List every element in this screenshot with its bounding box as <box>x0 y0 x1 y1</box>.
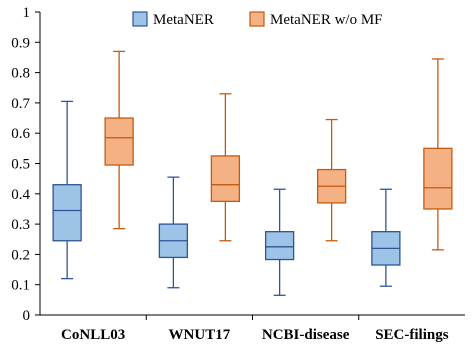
legend-label: MetaNER w/o MF <box>270 12 383 28</box>
y-tick-label: 0.2 <box>11 247 30 263</box>
y-tick-label: 0.5 <box>11 157 30 173</box>
y-tick-label: 0.1 <box>11 278 30 294</box>
legend-label: MetaNER <box>153 12 214 28</box>
box-ncbi-disease-metaner-wo-mf <box>316 118 347 242</box>
box-wnut17-metaner <box>158 176 189 289</box>
legend-swatch <box>249 11 265 27</box>
legend-item-metaner: MetaNER <box>132 11 214 28</box>
axes: 0 0.1 0.2 0.3 0.4 0.5 0.6 0.7 0.8 0.9 1 CoNLL03 WNU… <box>11 5 465 343</box>
y-ticks: 0 0.1 0.2 0.3 0.4 0.5 0.6 0.7 0.8 0.9 1 <box>11 5 40 324</box>
box-sec-filings-metaner <box>371 188 401 287</box>
box-iqr <box>264 231 295 261</box>
x-ticks: CoNLL03 WNUT17 NCBI-disease SEC-filings <box>61 315 449 343</box>
box-iqr <box>52 184 82 242</box>
y-tick-label: 0.3 <box>11 217 30 233</box>
legend: MetaNER MetaNER w/o MF <box>132 11 383 28</box>
y-tick-label: 0.4 <box>11 187 30 203</box>
box-iqr <box>104 117 134 166</box>
box-ncbi-disease-metaner <box>264 188 295 296</box>
x-category-label: NCBI-disease <box>262 327 350 343</box>
boxes <box>52 50 453 296</box>
box-sec-filings-metaner-wo-mf <box>423 58 453 251</box>
y-tick-label: 0.7 <box>11 96 30 112</box>
legend-item-metaner-wo-mf: MetaNER w/o MF <box>249 11 383 28</box>
x-category-label: CoNLL03 <box>61 327 125 343</box>
box-iqr <box>210 155 241 203</box>
box-conll03-metaner-wo-mf <box>104 50 134 230</box>
y-tick-label: 0.8 <box>11 66 30 82</box>
box-conll03-metaner <box>52 100 82 280</box>
y-tick-label: 1 <box>23 5 31 21</box>
y-tick-label: 0 <box>23 308 31 324</box>
box-iqr <box>423 147 453 210</box>
x-category-label: SEC-filings <box>375 327 449 343</box>
y-tick-label: 0.6 <box>11 126 30 142</box>
legend-swatch <box>132 11 148 27</box>
x-category-label: WNUT17 <box>169 327 231 343</box>
box-wnut17-metaner-wo-mf <box>210 93 241 242</box>
y-tick-label: 0.9 <box>11 35 30 51</box>
